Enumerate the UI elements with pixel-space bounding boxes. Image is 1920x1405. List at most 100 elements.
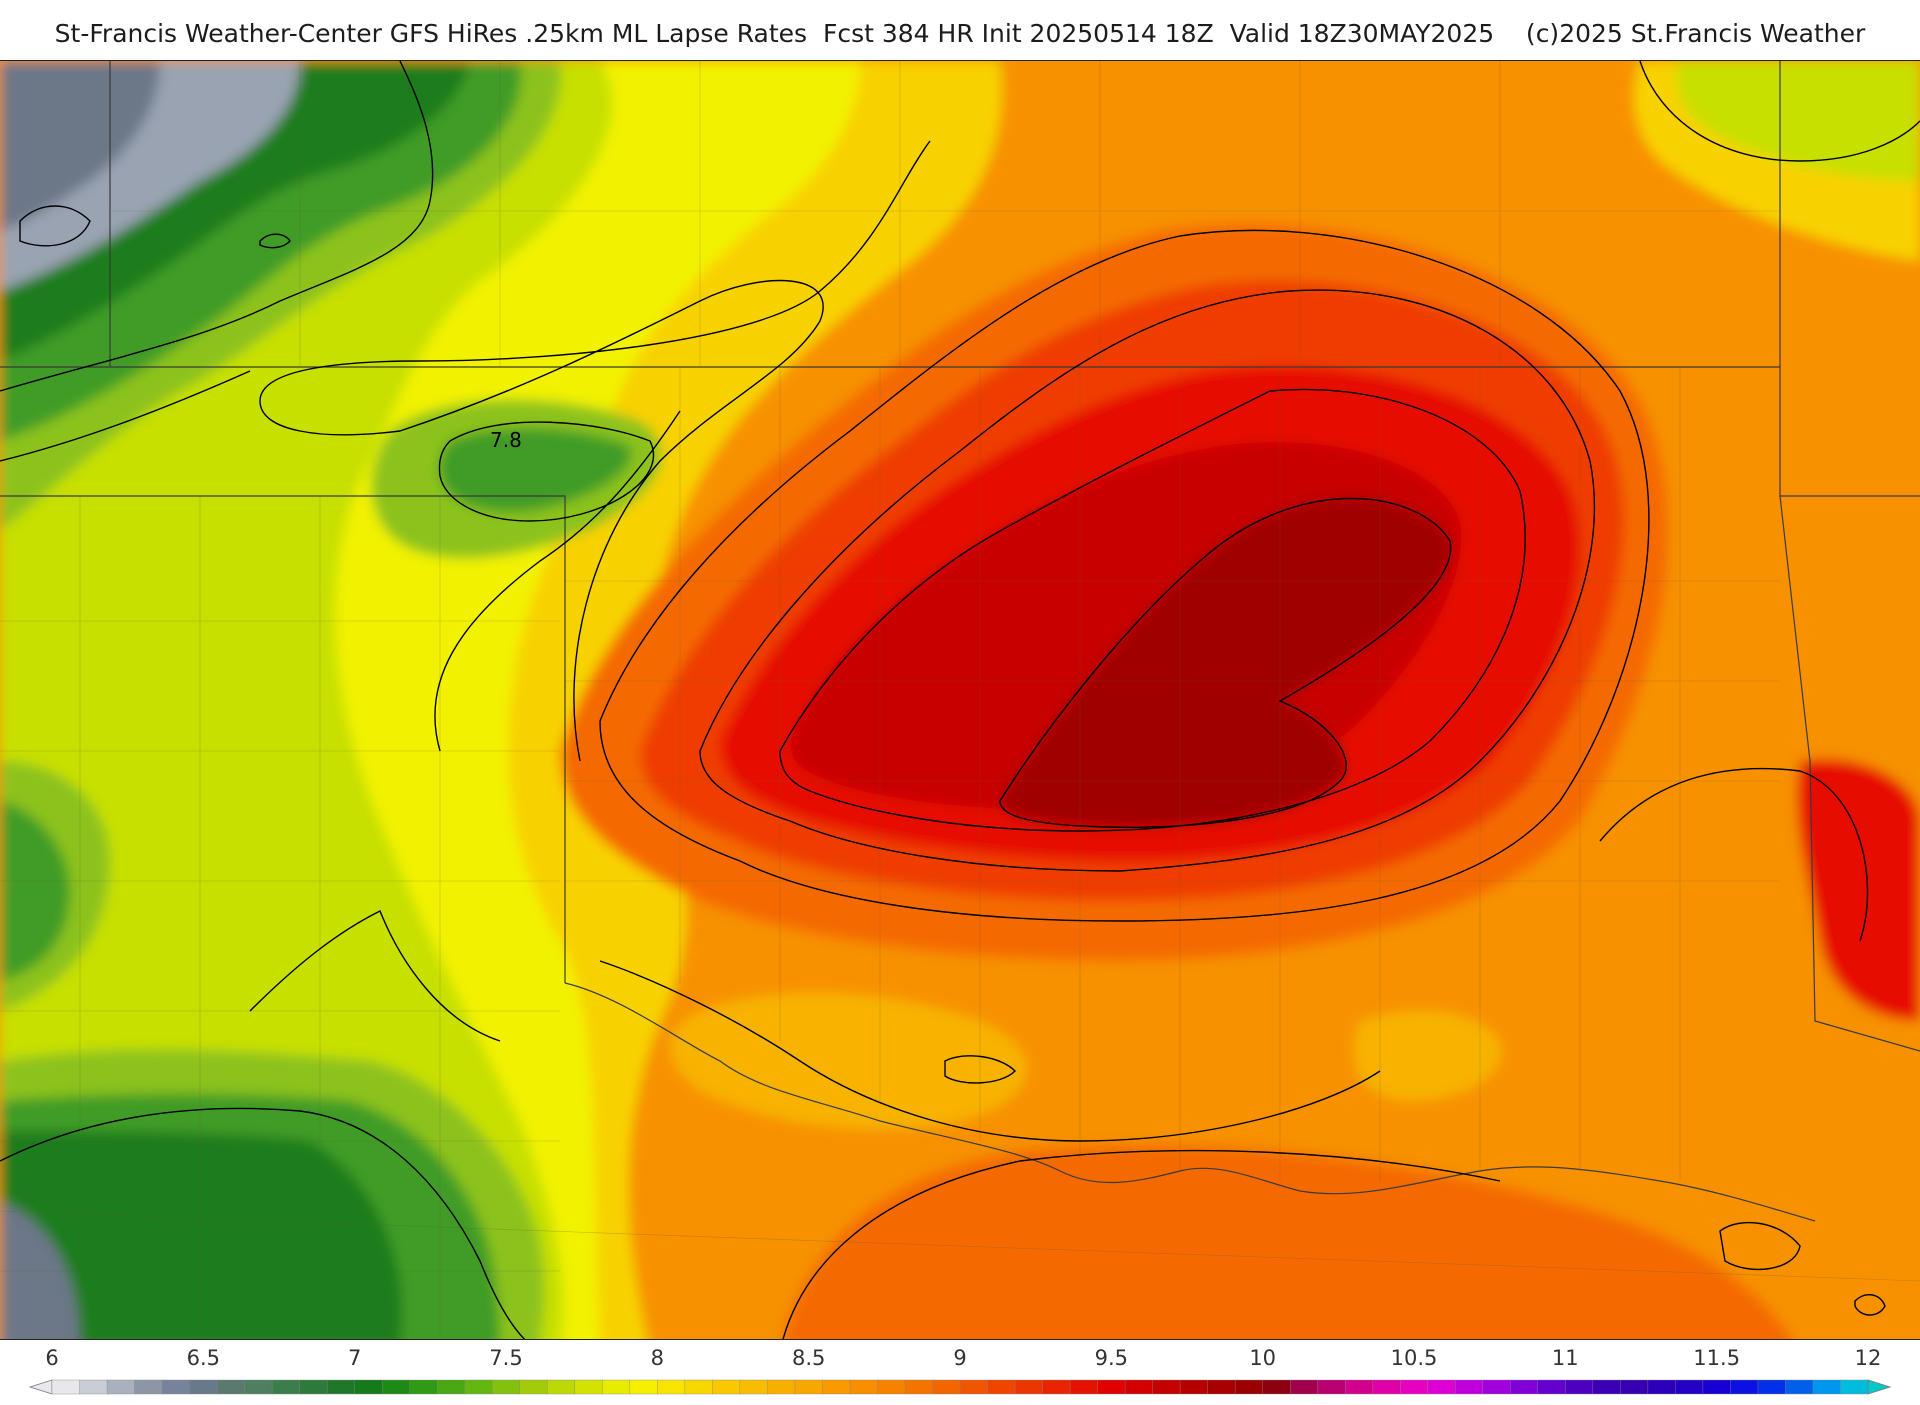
lapse-rate-map: 7.8 [0,60,1920,1340]
contour-west-7-8 [259,140,931,762]
colorbar-swatch [684,1379,714,1395]
colorbar-swatch [1372,1379,1401,1395]
colorbar-swatch [51,1379,81,1395]
colorbar-swatch [381,1379,411,1395]
colorbar-tick-label: 6 [45,1346,59,1370]
contour-lines [0,61,1920,1339]
colorbar-swatch [987,1379,1016,1395]
colorbar-swatch [1400,1379,1429,1395]
colorbar-tick-label: 9 [953,1346,967,1370]
county-grid [0,61,1920,1339]
fill-green-mid-pocket [439,428,632,512]
colorbar-swatch [1179,1379,1209,1395]
colorbar-swatch [547,1379,576,1395]
colorbar-swatch [1730,1379,1759,1395]
contour-core-9-3 [699,289,1596,872]
fill-red-east-edge [1797,759,1920,1021]
contour-label-7-8: 7.8 [490,428,522,452]
colorbar-swatch [1345,1379,1374,1395]
colorbar-swatch [161,1379,191,1395]
colorbar-swatch [1647,1379,1677,1395]
colorbar-svg [28,1379,1892,1395]
fill-green-dark-sw [0,1131,403,1339]
colorbar-swatch [849,1379,879,1395]
colorbar-swatch [629,1379,659,1395]
colorbar-swatch [79,1379,108,1395]
colorbar-tick-label: 11 [1551,1346,1579,1370]
colorbar-swatch [574,1379,604,1395]
colorbar-swatch [1537,1379,1567,1395]
colorbar-arrow-low [28,1379,53,1395]
colorbar-tick-label: 8 [650,1346,664,1370]
colorbar-swatch [1014,1379,1044,1395]
colorbar-swatch [1785,1379,1814,1395]
colorbar-swatch [244,1379,273,1395]
contour-core-9-9 [779,388,1526,832]
contour-label-group: 7.8 [490,428,522,452]
colorbar-swatch [1097,1379,1126,1395]
state-border-east [1779,495,1920,1052]
state-border-panhandle [0,495,566,983]
colorbar-swatch [932,1379,961,1395]
colorbar-swatch [1427,1379,1456,1395]
colorbar-swatch [326,1379,356,1395]
colorbar-swatch [739,1379,769,1395]
fill-orange-light-se [1353,1010,1502,1101]
colorbar-swatch [299,1379,328,1395]
contour-small-loop-1 [944,1055,1016,1084]
colorbar-tick-label: 6.5 [186,1346,220,1370]
colorbar-swatch [657,1379,686,1395]
colorbar-swatch [1317,1379,1346,1395]
colorbar [0,1340,1920,1400]
colorbar-swatch [1262,1379,1291,1395]
contour-south-a [599,960,1381,1142]
colorbar-swatch [492,1379,521,1395]
color-fill-layer [0,61,1920,1339]
colorbar-swatch [822,1379,851,1395]
fill-yellow-green-ne [1676,61,1920,181]
colorbar-swatch [904,1379,934,1395]
contour-west-wave [434,410,681,752]
contour-nw-a [0,61,434,392]
fill-green-mid-west-edge [0,801,70,981]
colorbar-swatch [189,1379,218,1395]
colorbar-swatch [134,1379,163,1395]
contour-core-8-7 [599,229,1650,922]
colorbar-swatch [409,1379,438,1395]
colorbar-swatch [1455,1379,1484,1395]
colorbar-swatch [959,1379,989,1395]
colorbar-arrow-high [1867,1379,1892,1395]
colorbar-swatch [1234,1379,1264,1395]
colorbar-swatch [1675,1379,1704,1395]
colorbar-tick-label: 10.5 [1390,1346,1438,1370]
map-canvas: 7.8 [0,61,1920,1339]
state-border-red-river [564,982,1816,1222]
contour-sw-b [0,1107,526,1339]
colorbar-swatch [1207,1379,1236,1395]
contour-nw-small [259,233,291,249]
colorbar-swatch [216,1379,246,1395]
contour-south-b [782,1149,1501,1339]
colorbar-tick-label: 7 [348,1346,362,1370]
fill-maroon-core [1000,498,1451,828]
contour-small-loop-2 [1719,1221,1801,1271]
map-title: St-Francis Weather-Center GFS HiRes .25k… [54,19,1866,48]
contour-core-inner [999,497,1452,828]
colorbar-swatch [519,1379,548,1395]
contour-nw-gray-loop [19,205,91,247]
colorbar-tick-label: 9.5 [1094,1346,1128,1370]
colorbar-swatch [1289,1379,1319,1395]
colorbar-swatch [1565,1379,1594,1395]
colorbar-swatch [464,1379,493,1395]
contour-sw-a [249,910,501,1042]
colorbar-swatch [1702,1379,1732,1395]
colorbar-swatch [271,1379,301,1395]
contour-small-loop-3 [1854,1294,1886,1316]
colorbar-tick-label: 7.5 [489,1346,523,1370]
colorbar-swatch [1124,1379,1154,1395]
fill-gray-dark-sw [0,1201,80,1339]
fill-orange-dark-south [782,1144,1793,1339]
colorbar-swatch [1482,1379,1512,1395]
contour-east-a [1599,767,1869,942]
colorbar-swatch [1069,1379,1099,1395]
